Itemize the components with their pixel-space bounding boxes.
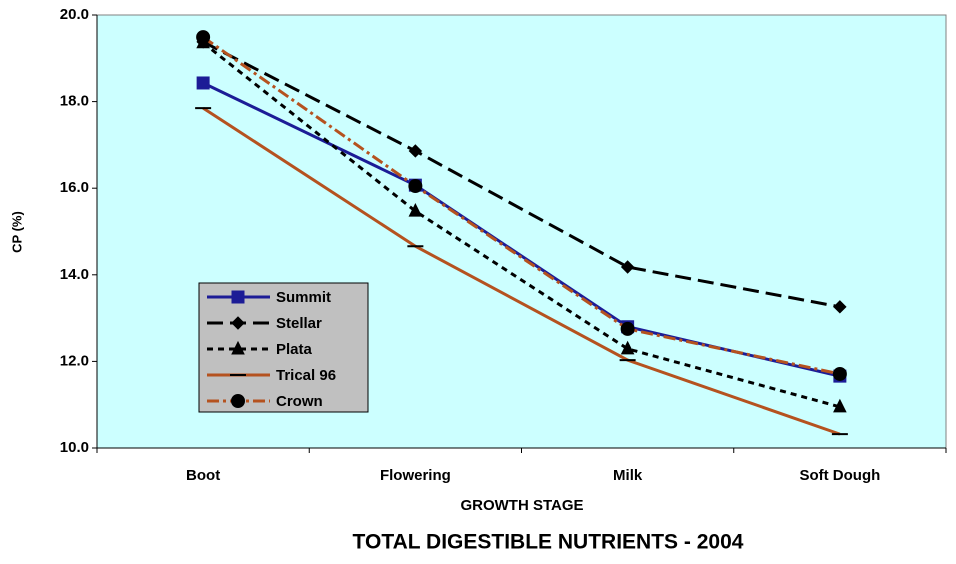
series-line [202, 41, 841, 409]
legend: Summit Stellar Plata Trical 96 Crown [198, 282, 369, 413]
data-point [833, 300, 847, 314]
series-line [202, 35, 841, 376]
series-line [202, 106, 841, 436]
y-tick-label: 16.0 [60, 179, 89, 196]
data-point [196, 76, 210, 90]
data-point [408, 144, 423, 158]
data-point [196, 30, 211, 45]
data-point [408, 179, 423, 194]
legend-marker [231, 394, 245, 408]
legend-marker [231, 340, 245, 355]
x-axis-label: GROWTH STAGE [460, 497, 583, 514]
y-tick-label: 10.0 [60, 439, 89, 456]
legend-marker [231, 316, 245, 330]
data-point [620, 260, 635, 274]
y-tick-label: 20.0 [60, 6, 89, 23]
y-tick-label: 12.0 [60, 352, 89, 369]
chart-title: TOTAL DIGESTIBLE NUTRIENTS - 2004 [353, 531, 744, 554]
x-tick-label: Flowering [380, 467, 451, 484]
legend-label: Crown [276, 393, 323, 410]
legend-box [198, 282, 369, 413]
data-point [833, 398, 847, 413]
data-point [620, 340, 635, 355]
legend-label: Trical 96 [276, 367, 336, 384]
series-line [202, 40, 841, 309]
legend-label: Stellar [276, 315, 322, 332]
data-point [408, 203, 423, 217]
y-tick-label: 14.0 [60, 266, 89, 283]
legend-label: Summit [276, 289, 331, 306]
legend-label: Plata [276, 341, 313, 358]
x-tick-label: Boot [186, 467, 220, 484]
legend-marker [231, 290, 245, 304]
data-point [620, 321, 635, 336]
x-tick-label: Milk [613, 467, 643, 484]
x-tick-label: Soft Dough [799, 467, 880, 484]
y-axis-label: CP (%) [9, 211, 24, 253]
data-point [832, 366, 847, 381]
y-tick-label: 18.0 [60, 93, 89, 110]
